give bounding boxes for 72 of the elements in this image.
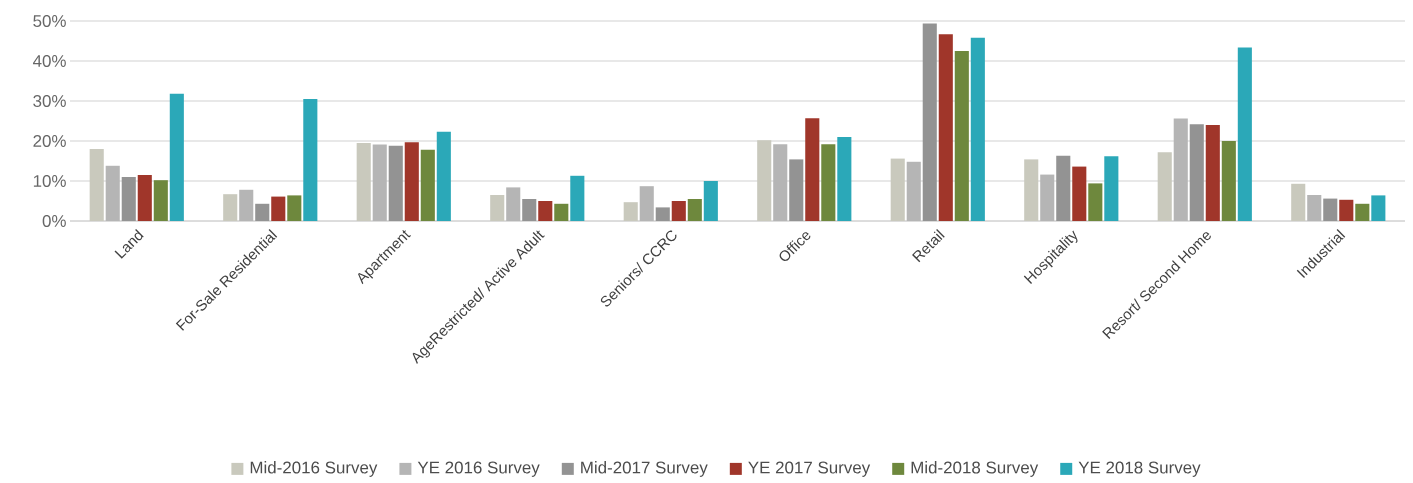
bar bbox=[789, 159, 804, 221]
bar bbox=[356, 142, 371, 221]
bar bbox=[105, 165, 120, 221]
bar bbox=[1088, 183, 1103, 221]
bar bbox=[1355, 203, 1370, 221]
y-tick-label: 10% bbox=[33, 174, 66, 187]
bar bbox=[922, 23, 937, 221]
bar bbox=[1173, 118, 1188, 221]
bar bbox=[687, 198, 702, 221]
bar bbox=[821, 144, 836, 221]
bar bbox=[1221, 140, 1236, 221]
bar bbox=[137, 174, 152, 221]
bar bbox=[757, 140, 772, 221]
bar bbox=[671, 200, 686, 221]
bar bbox=[703, 180, 718, 221]
bar bbox=[554, 203, 569, 221]
bar bbox=[1157, 152, 1172, 221]
legend-label: YE 2017 Survey bbox=[748, 461, 871, 477]
bar bbox=[1205, 124, 1220, 221]
bar bbox=[1072, 166, 1087, 221]
bar bbox=[420, 149, 435, 221]
bar bbox=[1056, 155, 1071, 221]
legend-label: Mid-2017 Survey bbox=[581, 461, 708, 477]
bar bbox=[388, 145, 403, 221]
bar bbox=[239, 189, 254, 221]
legend-label: Mid-2016 Survey bbox=[250, 461, 378, 477]
y-tick-label: 30% bbox=[33, 94, 66, 107]
bar bbox=[490, 194, 505, 221]
bar bbox=[303, 98, 318, 221]
legend-label: Mid-2018 Survey bbox=[911, 461, 1039, 477]
bar bbox=[506, 187, 521, 221]
bar bbox=[970, 37, 985, 221]
bar bbox=[404, 142, 419, 221]
bar bbox=[938, 34, 953, 221]
bar bbox=[436, 131, 451, 221]
bar bbox=[255, 203, 270, 221]
bar bbox=[954, 50, 969, 221]
bar bbox=[805, 118, 820, 221]
bar bbox=[1291, 183, 1306, 221]
bar bbox=[1024, 159, 1039, 221]
bar bbox=[121, 176, 136, 221]
bar bbox=[287, 195, 302, 221]
bar bbox=[271, 196, 286, 221]
bar bbox=[1189, 124, 1204, 221]
legend-label: YE 2018 Survey bbox=[1078, 461, 1201, 477]
bar bbox=[1040, 174, 1055, 221]
y-tick-label: 0% bbox=[42, 214, 66, 227]
bar bbox=[570, 175, 585, 221]
bar bbox=[623, 202, 638, 221]
bar bbox=[153, 180, 168, 221]
bar bbox=[89, 148, 104, 221]
bar bbox=[890, 158, 905, 221]
bar bbox=[1307, 194, 1322, 221]
y-tick-label: 50% bbox=[33, 14, 66, 27]
y-tick-label: 20% bbox=[33, 134, 66, 147]
bar bbox=[538, 200, 553, 221]
bar bbox=[655, 207, 670, 221]
bar bbox=[169, 93, 184, 221]
bar bbox=[223, 194, 238, 221]
bar bbox=[372, 144, 387, 221]
bar bbox=[906, 161, 921, 221]
bar bbox=[1339, 199, 1354, 221]
bar bbox=[1371, 195, 1386, 221]
y-tick-label: 40% bbox=[32, 54, 66, 67]
bar bbox=[522, 198, 537, 221]
bar bbox=[837, 136, 852, 221]
bar bbox=[773, 144, 788, 221]
legend-label: YE 2016 Survey bbox=[417, 461, 540, 477]
bar bbox=[1323, 198, 1338, 221]
bar bbox=[1237, 47, 1252, 221]
bar bbox=[639, 186, 654, 221]
bar bbox=[1104, 156, 1119, 221]
